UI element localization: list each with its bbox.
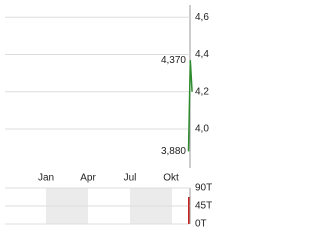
y-tick-label: 45T [195, 201, 212, 212]
y-tick-label: 4,2 [195, 86, 209, 97]
value-label: 4,370 [161, 55, 186, 66]
volume-bar [188, 197, 190, 224]
y-tick-label: 4,6 [195, 12, 209, 23]
x-tick-label: Okt [163, 173, 179, 184]
price-line [187, 60, 193, 152]
y-tick-label: 90T [195, 183, 212, 194]
y-tick-label: 0T [195, 219, 207, 230]
chart: 4,0 4,2 4,4 4,6 Jan Apr Jul Okt 4,370 3,880 0T 45T 9… [5, 5, 212, 230]
x-tick-label: Apr [80, 173, 96, 184]
y-tick-label: 4,4 [195, 49, 209, 60]
x-tick-label: Jan [38, 173, 54, 184]
x-tick-label: Jul [124, 173, 137, 184]
y-tick-label: 4,0 [195, 124, 209, 135]
value-label: 3,880 [161, 146, 186, 157]
